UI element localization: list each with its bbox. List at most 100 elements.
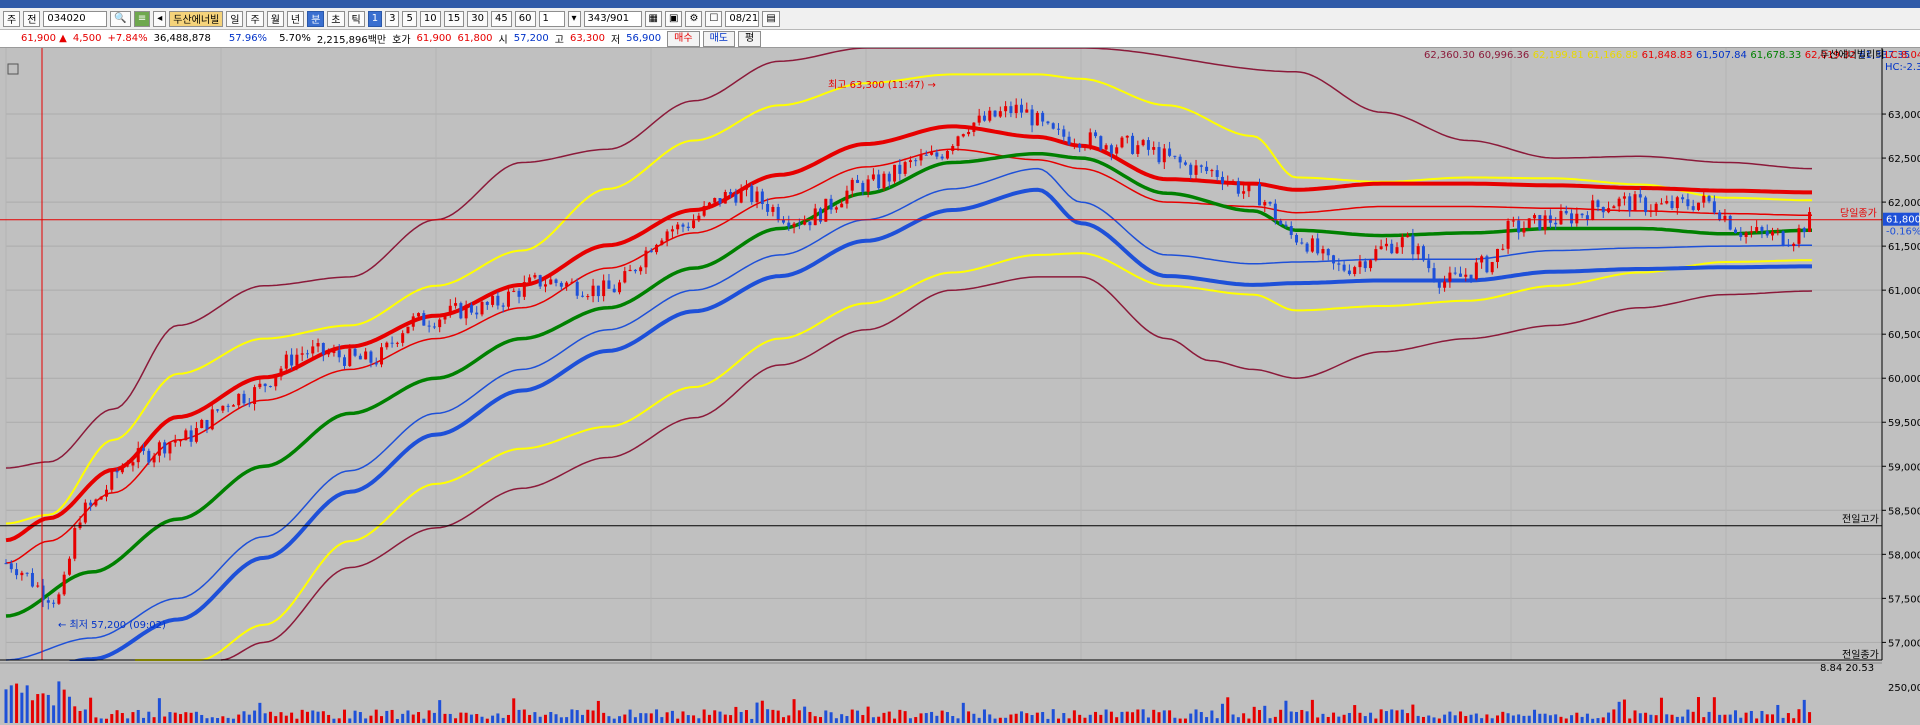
candle-body [988,110,992,121]
grid-icon[interactable]: ▦ [644,10,662,27]
chevron-down-icon[interactable]: ▾ [567,10,581,27]
filter-icon[interactable]: ≡ [133,10,151,27]
interval-minute[interactable]: 분 [307,10,325,27]
band-lower-thick [68,187,1812,661]
volume-bar [1300,709,1304,723]
price-chart[interactable]: 최고 63,300 (11:47) → ← 최저 57,200 (09:02) 당일… [0,48,1920,661]
volume-bar [1019,711,1023,723]
candle-body [1633,194,1637,211]
candle-body [1548,215,1552,223]
volume-bar [1776,704,1780,723]
interval-second[interactable]: 초 [327,10,345,27]
stock-code-input[interactable]: 034020 [43,10,108,27]
candle-body [570,281,574,283]
candle-body [438,319,442,328]
candle-body [1654,203,1658,211]
volume-bar [1792,718,1796,723]
interval-day[interactable]: 일 [226,10,244,27]
minute-10[interactable]: 10 [419,10,441,27]
volume-bar [781,717,785,723]
candle-body [808,221,812,226]
chart-grid [5,48,1882,660]
minute-5[interactable]: 5 [402,10,417,27]
candle-body [1421,246,1425,261]
checkbox-icon[interactable]: ☐ [705,10,723,27]
candle-body [184,430,188,441]
volume-bar [36,694,40,723]
calendar-icon[interactable]: ▤ [762,10,780,27]
candle-body [956,136,960,147]
volume-tick: 250,00 [1888,683,1920,694]
volume-bar [1686,709,1690,723]
minute-15[interactable]: 15 [443,10,465,27]
candle-body [850,179,854,191]
candle-body [242,393,246,404]
interval-month[interactable]: 월 [266,10,284,27]
volume-bar [1495,715,1499,723]
volume-bar [73,706,77,723]
candles [4,98,1812,610]
count-select[interactable]: 1 [538,10,565,27]
volume-bar [655,709,659,723]
axis-tick-label: 63,000 [1888,110,1920,121]
volume-bar [1242,713,1246,723]
volume-bar [237,714,241,723]
minute-1[interactable]: 1 [367,10,383,27]
current-price-pct: -0.16% [1886,227,1920,238]
interval-year[interactable]: 년 [286,10,305,27]
flat-button[interactable]: 평 [737,30,762,47]
candle-body [972,122,976,132]
candle-body [210,409,214,430]
volume-bar [99,718,103,723]
candle-body [670,229,674,232]
volume-bar [1406,713,1410,723]
stock-name-field[interactable]: 두산에너빌 [169,10,224,27]
candle-body [126,465,130,467]
buy-button[interactable]: 매수 [667,30,700,47]
volume-bar [1559,716,1563,723]
candle-body [459,303,463,319]
candle-body [20,572,24,576]
volume-bar [1395,710,1399,723]
volume-bar [681,711,685,723]
candle-body [136,448,140,463]
interval-tick[interactable]: 틱 [347,10,365,27]
candle-body [930,152,934,155]
interval-week[interactable]: 주 [246,10,264,27]
minute-3[interactable]: 3 [385,10,400,27]
gear-icon[interactable]: ⚙ [685,10,703,27]
candle-body [924,154,928,156]
volume-bar [1802,699,1806,723]
candle-body [755,191,759,203]
minute-45[interactable]: 45 [491,10,512,27]
minute-60[interactable]: 60 [514,10,536,27]
candle-body [253,387,257,404]
speaker-icon[interactable]: ◂ [153,10,167,27]
period-tab-1[interactable]: 전 [23,10,41,27]
save-icon[interactable]: ▣ [664,10,683,27]
period-tab-0[interactable]: 주 [3,10,21,27]
low-label: 저 [610,35,621,46]
candle-body [893,164,897,182]
candle-body [1332,255,1336,264]
date-box[interactable]: 08/21 [725,10,760,27]
volume-bar [448,713,452,723]
legend-value: 62,019.32 [1805,50,1856,61]
minute-30[interactable]: 30 [467,10,489,27]
candle-body [1279,220,1283,225]
volume-bar [25,685,29,723]
candle-body [639,267,643,272]
volume-bar [713,710,717,723]
volume-bar [1326,716,1330,723]
open-label: 시 [498,35,508,46]
sell-button[interactable]: 매도 [702,30,735,47]
candle-body [803,221,807,225]
candle-body [1300,242,1304,244]
volume-bar [1173,717,1177,723]
search-icon[interactable]: 🔍 [110,10,131,27]
chart-option-icon[interactable] [7,63,19,75]
volume-bar [734,706,738,723]
volume-bar [1771,714,1775,723]
candle-body [1109,145,1113,154]
volume-bar [797,710,801,723]
